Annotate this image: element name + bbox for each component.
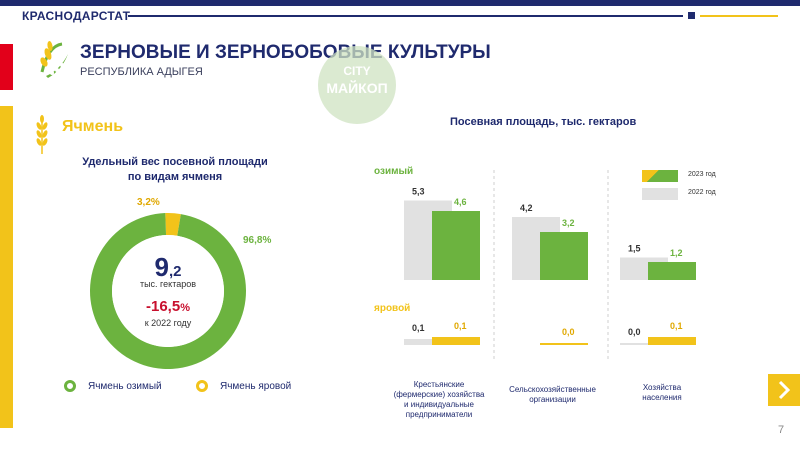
next-slide-button[interactable] — [768, 374, 800, 406]
legend-spring-label: Ячмень яровой — [220, 381, 292, 392]
center-int: 9 — [154, 252, 169, 282]
accent-bar-red — [0, 44, 13, 90]
donut-title: Удельный вес посевной площади по видам я… — [60, 155, 290, 185]
bar-label-spring-2023: 0,1 — [670, 321, 683, 331]
chevron-right-icon — [778, 380, 791, 400]
category-label-3: Хозяйства населения — [612, 383, 712, 403]
page-subtitle: РЕСПУБЛИКА АДЫГЕЯ — [80, 66, 203, 78]
bar-winter-2023 — [648, 262, 696, 280]
header-divider-square — [688, 12, 695, 19]
cat2-line1: Сельскохозяйственные — [509, 385, 596, 394]
bar-label-winter-2023: 1,2 — [670, 248, 683, 258]
cat1-line1: Крестьянские — [413, 380, 465, 389]
page-title: ЗЕРНОВЫЕ И ЗЕРНОБОБОВЫЕ КУЛЬТУРЫ — [80, 42, 491, 63]
donut-hole — [112, 235, 224, 347]
legend-spring-marker — [196, 380, 208, 392]
accent-bar-yellow — [0, 106, 13, 428]
donut-change-ref: к 2022 году — [144, 318, 192, 328]
cat1-line4: предприниматели — [405, 410, 473, 419]
watermark-logo: CITY МАЙКОП — [318, 46, 396, 124]
bar-chart: 5,3 4,2 1,5 4,6 3,2 1,2 0,1 0,0 0,1 0,0 0,1 — [404, 170, 696, 360]
cat2-line2: организации — [529, 395, 576, 404]
bar-spring-2023 — [648, 337, 696, 345]
bar-spring-2022 — [620, 343, 668, 345]
legend-2023-label: 2023 год — [688, 171, 716, 178]
cat3-line1: Хозяйства — [642, 383, 682, 392]
category-label-1: Крестьянские (фермерские) хозяйства и ин… — [380, 380, 498, 420]
header-divider-accent — [700, 15, 778, 17]
legend-winter-marker — [64, 380, 76, 392]
change-value: -16,5 — [146, 298, 181, 315]
brand-name: КРАСНОДАРСТАТ — [22, 9, 131, 23]
cat3-line2: населения — [642, 393, 682, 402]
donut-chart — [89, 213, 246, 369]
category-label-2: Сельскохозяйственные организации — [500, 385, 605, 405]
top-bar — [0, 0, 800, 6]
header-divider — [128, 15, 683, 17]
cat1-line3: и индивидуальные — [404, 400, 474, 409]
bar-spring-2022 — [404, 339, 452, 345]
wheat-ear-icon — [36, 115, 48, 154]
legend-2023-swatch — [642, 170, 678, 182]
center-dec: ,2 — [168, 263, 182, 280]
bar-label-winter-2022: 4,2 — [520, 203, 533, 213]
group-label-winter: озимый — [374, 166, 414, 177]
donut-center-value: 9,2 — [118, 252, 218, 283]
bar-label-spring-2022: 0,0 — [628, 327, 641, 337]
bar-label-winter-2022: 1,5 — [628, 244, 641, 254]
bar-label-spring-2022: 0,1 — [412, 323, 425, 333]
bar-spring-2023 — [432, 337, 480, 345]
donut-center-unit: тыс. гектаров — [139, 279, 197, 289]
watermark-line2: МАЙКОП — [326, 80, 388, 96]
donut-label-winter: 96,8% — [243, 235, 272, 246]
page-number: 7 — [778, 424, 785, 436]
bar-label-winter-2022: 5,3 — [412, 187, 425, 197]
legend-2022-swatch — [642, 188, 678, 200]
cat1-line2: (фермерские) хозяйства — [393, 390, 485, 399]
bar-winter-2023 — [432, 211, 480, 280]
bar-winter-2023 — [540, 232, 588, 280]
bar-spring-2023 — [540, 343, 588, 345]
donut-label-spring: 3,2% — [137, 197, 160, 208]
donut-change: -16,5% — [118, 298, 218, 315]
bar-label-winter-2023: 4,6 — [454, 197, 467, 207]
donut-title-line1: Удельный вес посевной площади — [82, 156, 268, 168]
donut-title-line2: по видам ячменя — [127, 171, 223, 183]
group-label-spring: яровой — [374, 303, 411, 314]
bar-chart-title: Посевная площадь, тыс. гектаров — [450, 116, 637, 128]
crop-title: Ячмень — [62, 118, 124, 135]
watermark-line1: CITY — [343, 64, 371, 78]
change-pct: % — [180, 302, 190, 314]
legend-winter-label: Ячмень озимый — [88, 381, 162, 392]
legend-2022-label: 2022 год — [688, 189, 716, 196]
donut-slice-spring — [165, 213, 181, 236]
bar-label-spring-2023: 0,0 — [562, 327, 575, 337]
grain-pea-icon — [40, 41, 68, 78]
bar-label-spring-2023: 0,1 — [454, 321, 467, 331]
bar-label-winter-2023: 3,2 — [562, 218, 575, 228]
